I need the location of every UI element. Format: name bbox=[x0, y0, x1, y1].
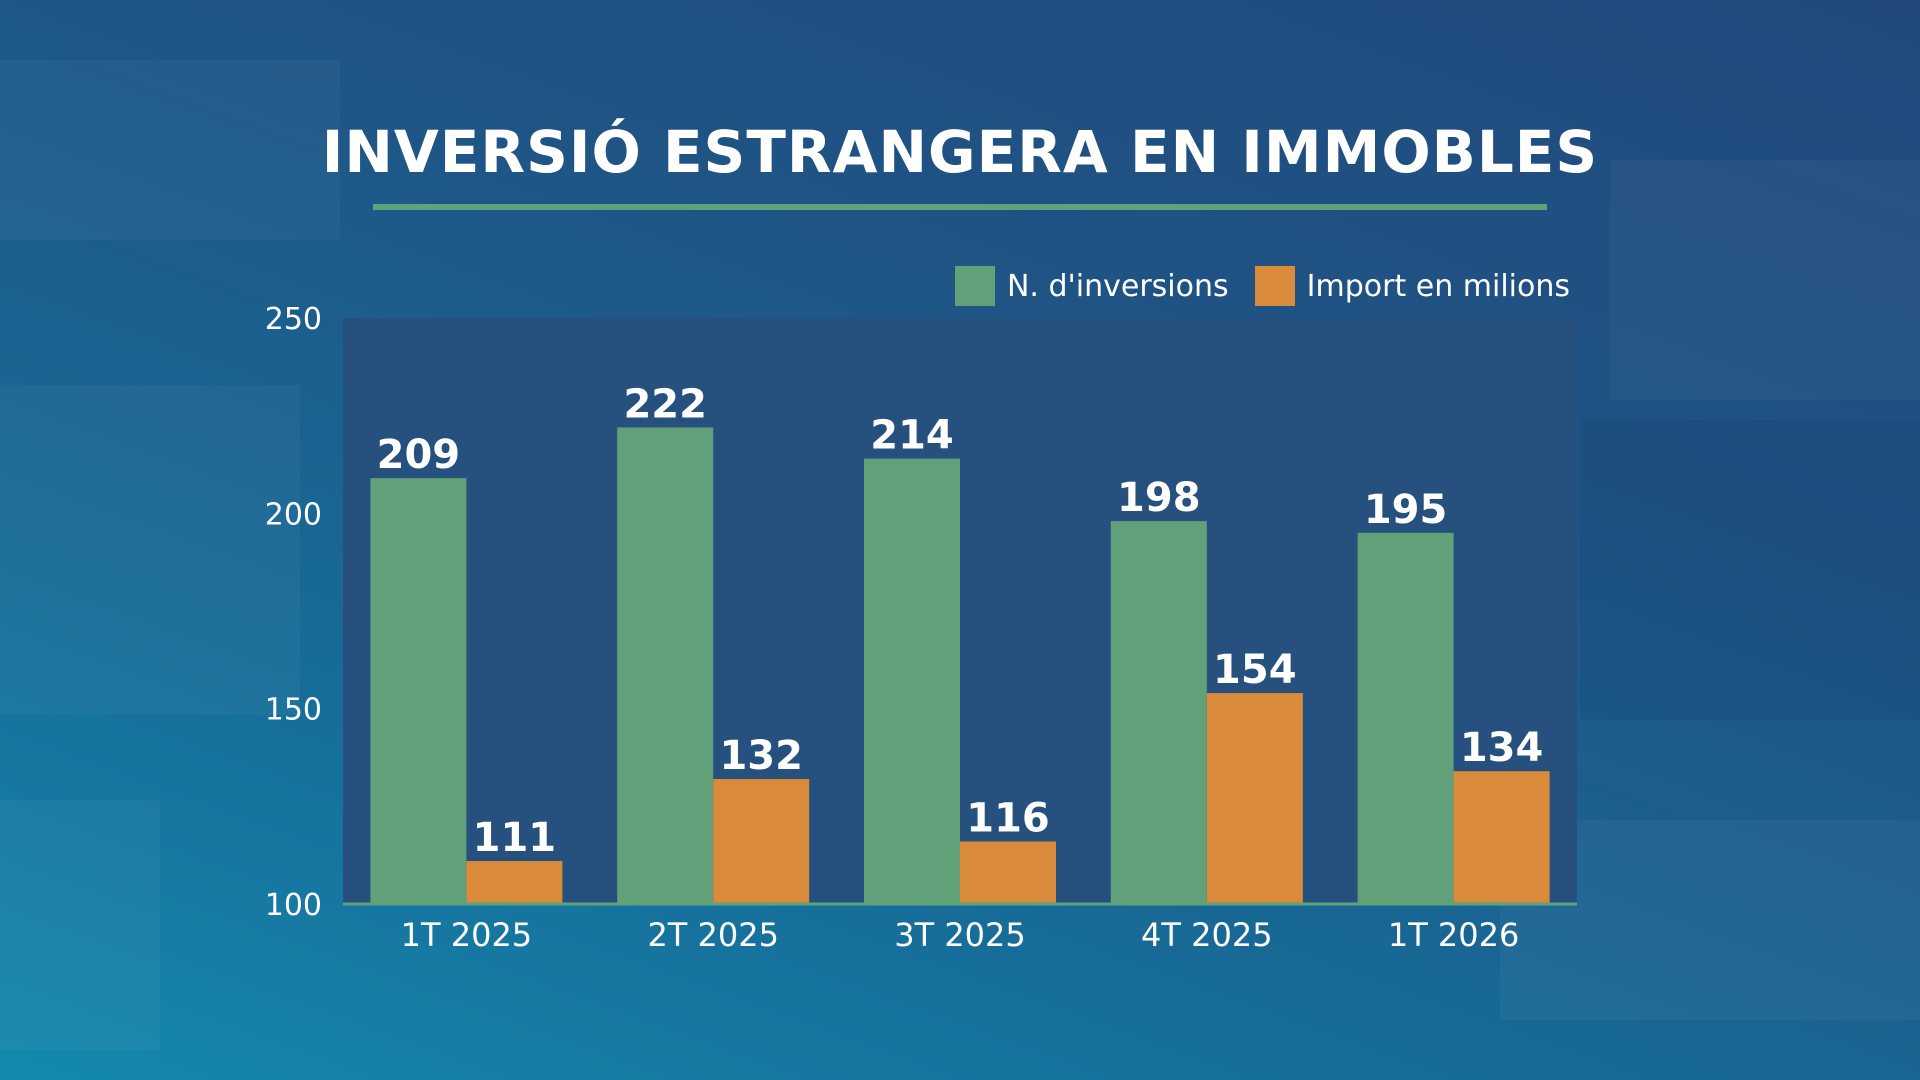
data-label-import: 154 bbox=[1213, 647, 1297, 693]
x-tick-label: 1T 2025 bbox=[401, 916, 533, 954]
bar-inversions bbox=[1357, 532, 1454, 904]
bar-import bbox=[960, 841, 1056, 904]
data-label-inversions: 195 bbox=[1364, 487, 1448, 533]
data-label-import: 132 bbox=[719, 733, 803, 779]
data-label-inversions: 214 bbox=[870, 413, 954, 459]
bar-import bbox=[713, 778, 810, 904]
y-tick-label: 250 bbox=[265, 302, 322, 337]
bar-import bbox=[466, 861, 563, 904]
bar-import bbox=[1453, 771, 1550, 904]
y-tick-label: 200 bbox=[265, 497, 322, 532]
data-label-import: 134 bbox=[1460, 725, 1544, 771]
title-underline bbox=[373, 204, 1547, 210]
bar-inversions bbox=[864, 458, 960, 904]
data-label-import: 116 bbox=[966, 795, 1050, 841]
x-tick-label: 3T 2025 bbox=[894, 916, 1026, 954]
data-label-inversions: 209 bbox=[377, 432, 461, 478]
bar-inversions bbox=[617, 427, 714, 904]
bar-import bbox=[1206, 693, 1303, 904]
chart-title: INVERSIÓ ESTRANGERA EN IMMOBLES bbox=[321, 118, 1599, 186]
data-label-import: 111 bbox=[473, 815, 557, 861]
legend-swatch-import bbox=[1254, 266, 1295, 306]
bar-inversions bbox=[1110, 521, 1207, 904]
x-tick-label: 2T 2025 bbox=[647, 916, 779, 954]
legend: N. d'inversions Import en milions bbox=[954, 266, 1570, 306]
background-tile bbox=[1580, 420, 1920, 720]
data-label-inversions: 222 bbox=[623, 381, 707, 427]
x-tick-label: 4T 2025 bbox=[1141, 916, 1273, 954]
x-tick-label: 1T 2026 bbox=[1388, 916, 1520, 954]
legend-label-import: Import en milions bbox=[1306, 268, 1570, 304]
legend-item-inversions: N. d'inversions bbox=[954, 266, 1229, 306]
legend-item-import: Import en milions bbox=[1254, 266, 1570, 306]
y-tick-label: 100 bbox=[265, 888, 322, 923]
legend-swatch-inversions bbox=[954, 266, 995, 306]
legend-label-inversions: N. d'inversions bbox=[1006, 268, 1229, 304]
data-label-inversions: 198 bbox=[1117, 475, 1201, 521]
y-tick-label: 150 bbox=[265, 693, 322, 728]
bar-inversions bbox=[370, 478, 467, 904]
